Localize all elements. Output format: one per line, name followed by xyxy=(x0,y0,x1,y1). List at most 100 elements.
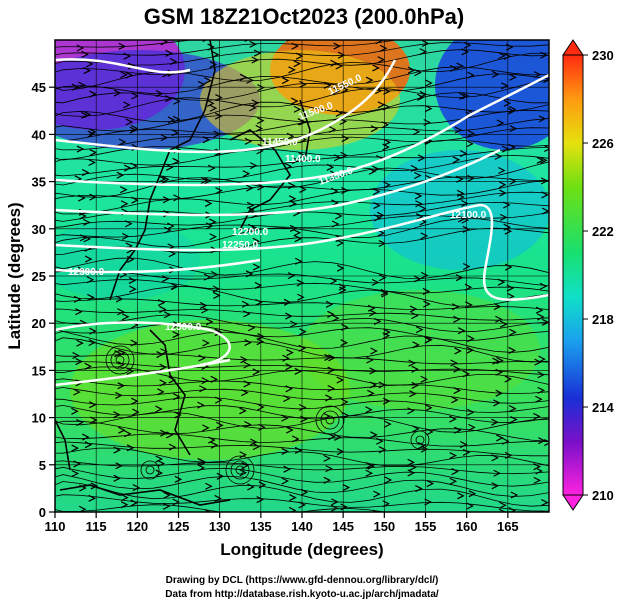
streamline-arrow xyxy=(204,77,212,85)
colorbar-tick-label: 210 xyxy=(592,488,614,503)
contour-label: 12250.0 xyxy=(222,240,259,251)
streamline-arrow xyxy=(341,86,349,94)
streamline-arrow xyxy=(256,403,265,411)
streamline-arrow xyxy=(411,312,419,320)
streamline-arrow xyxy=(499,213,508,221)
streamline-arrow xyxy=(468,423,476,431)
streamline xyxy=(55,279,549,294)
streamline-arrow xyxy=(292,435,300,443)
streamline-arrow xyxy=(241,389,249,397)
streamline-arrow xyxy=(293,229,302,237)
streamline-arrow xyxy=(409,463,417,471)
streamline-arrow xyxy=(214,112,223,120)
warm-band-east xyxy=(300,290,540,410)
streamline-arrow xyxy=(508,405,517,413)
streamline-arrow xyxy=(207,164,216,172)
cold-band-northwest xyxy=(55,50,260,150)
streamline-arrow xyxy=(281,477,290,485)
streamline-arrow xyxy=(493,469,501,477)
streamline-arrow xyxy=(286,426,294,434)
streamline-arrow xyxy=(369,367,377,375)
streamline-arrow xyxy=(286,349,294,357)
streamline-arrow xyxy=(251,99,260,107)
streamline-arrow xyxy=(377,229,386,237)
streamline-arrow xyxy=(159,363,167,371)
streamline-arrow xyxy=(244,339,252,347)
streamline xyxy=(55,154,549,186)
streamline-arrow xyxy=(324,353,332,361)
streamline-arrow xyxy=(197,464,206,472)
streamline-arrow xyxy=(503,99,512,107)
streamline-arrow xyxy=(71,469,80,478)
streamline-arrow xyxy=(499,189,507,197)
streamline-arrow xyxy=(421,40,430,48)
streamline-arrow xyxy=(83,218,91,226)
streamline-arrow xyxy=(204,199,213,207)
streamline-arrow xyxy=(462,370,471,378)
y-tick-label: 40 xyxy=(32,127,46,142)
streamline-arrow xyxy=(113,474,122,482)
streamline-arrow xyxy=(413,275,422,283)
colorbar-gradient xyxy=(562,54,584,496)
streamline-arrow xyxy=(115,462,123,470)
streamline-arrow xyxy=(285,363,293,371)
streamline-arrow xyxy=(504,227,513,235)
indonesia-coast xyxy=(59,484,231,506)
streamline-arrow xyxy=(497,24,503,30)
vortex-streamline xyxy=(225,455,255,485)
streamline-arrow xyxy=(281,447,289,455)
streamline-arrow xyxy=(535,306,544,314)
streamline-arrow xyxy=(174,411,182,419)
streamline xyxy=(55,411,549,433)
streamline xyxy=(55,433,549,447)
streamline xyxy=(55,79,549,117)
streamline-arrow xyxy=(248,104,257,112)
streamline-arrow xyxy=(87,130,96,138)
streamline-arrow xyxy=(294,367,303,375)
x-tick-label: 125 xyxy=(168,519,190,534)
streamline-arrow xyxy=(75,308,83,316)
streamline-arrow xyxy=(492,357,500,365)
streamline-arrow xyxy=(239,451,247,459)
streamline-arrow xyxy=(467,71,475,79)
streamline-arrow xyxy=(171,283,179,291)
streamline-arrow xyxy=(205,318,214,326)
streamline-arrow xyxy=(498,181,507,189)
contour-line xyxy=(55,258,261,274)
streamline-arrow xyxy=(256,338,265,346)
streamline-arrow xyxy=(384,420,392,428)
vortex-streamline xyxy=(105,345,135,375)
x-tick-label: 135 xyxy=(250,519,272,534)
streamline-arrow xyxy=(115,295,124,303)
streamline-arrow xyxy=(239,469,248,477)
streamline-arrow xyxy=(173,97,181,105)
streamline-arrow xyxy=(88,158,96,167)
streamline-arrow xyxy=(287,272,296,280)
streamline-arrow xyxy=(331,220,340,228)
streamline-arrow xyxy=(467,335,475,343)
y-tick-label: 10 xyxy=(32,411,46,426)
streamline-arrow xyxy=(300,488,309,496)
streamline-arrow xyxy=(457,193,465,201)
streamline-arrow xyxy=(257,183,265,191)
streamline-arrow xyxy=(508,506,516,512)
streamline-arrow xyxy=(126,367,135,375)
streamline-arrow xyxy=(239,407,247,415)
streamline-arrow xyxy=(382,332,391,340)
streamline-arrow xyxy=(247,324,256,332)
streamline-arrow xyxy=(464,283,473,291)
streamline-arrow xyxy=(123,52,131,60)
streamline-arrow xyxy=(373,490,381,498)
streamline-arrow xyxy=(369,309,377,317)
streamline-arrow xyxy=(159,305,167,313)
streamline-arrow xyxy=(341,323,349,331)
streamline-arrow xyxy=(167,116,176,124)
streamline-arrow xyxy=(378,239,387,248)
streamline-arrow xyxy=(199,385,207,393)
streamline-arrow xyxy=(382,500,390,508)
streamline-arrow xyxy=(163,311,172,319)
streamline xyxy=(55,139,549,166)
vortex-streamline xyxy=(235,465,245,475)
streamline-arrow xyxy=(169,58,178,66)
streamline xyxy=(55,40,196,48)
